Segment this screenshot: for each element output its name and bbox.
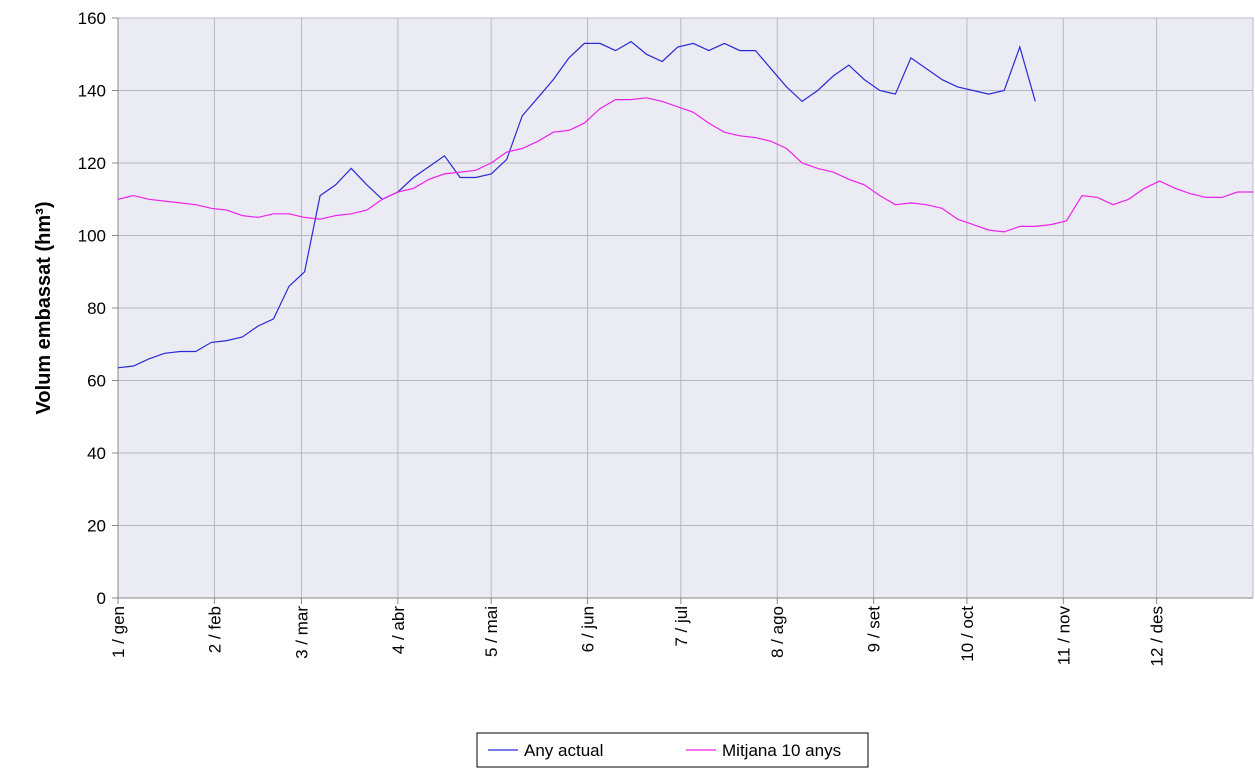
legend-label: Any actual xyxy=(524,741,603,760)
x-tick-label: 12 / des xyxy=(1148,606,1167,667)
x-tick-label: 9 / set xyxy=(865,606,884,653)
x-tick-label: 6 / jun xyxy=(579,606,598,652)
x-tick-label: 7 / jul xyxy=(672,606,691,647)
x-tick-label: 4 / abr xyxy=(389,606,408,655)
x-tick-label: 2 / feb xyxy=(205,606,224,653)
x-tick-label: 11 / nov xyxy=(1054,606,1073,666)
y-tick-label: 120 xyxy=(78,154,106,173)
y-tick-label: 60 xyxy=(87,372,106,391)
y-tick-label: 20 xyxy=(87,517,106,536)
legend-label: Mitjana 10 anys xyxy=(722,741,841,760)
y-tick-label: 40 xyxy=(87,444,106,463)
legend: Any actual Mitjana 10 anys xyxy=(476,732,869,768)
series-line xyxy=(117,97,1253,233)
x-tick-label: 1 / gen xyxy=(109,606,128,658)
y-tick-label: 160 xyxy=(78,9,106,28)
x-tick-label: 3 / mar xyxy=(292,606,311,659)
series-line xyxy=(117,40,1036,369)
y-tick-label: 0 xyxy=(97,589,106,608)
y-axis-label: Volum embassat (hm³) xyxy=(33,202,55,415)
legend-box xyxy=(476,732,869,768)
y-tick-label: 80 xyxy=(87,299,106,318)
x-tick-label: 5 / mai xyxy=(482,606,501,657)
y-tick-label: 140 xyxy=(78,82,106,101)
x-tick-label: 10 / oct xyxy=(958,606,977,662)
y-tick-label: 100 xyxy=(78,227,106,246)
x-tick-label: 8 / ago xyxy=(768,606,787,658)
